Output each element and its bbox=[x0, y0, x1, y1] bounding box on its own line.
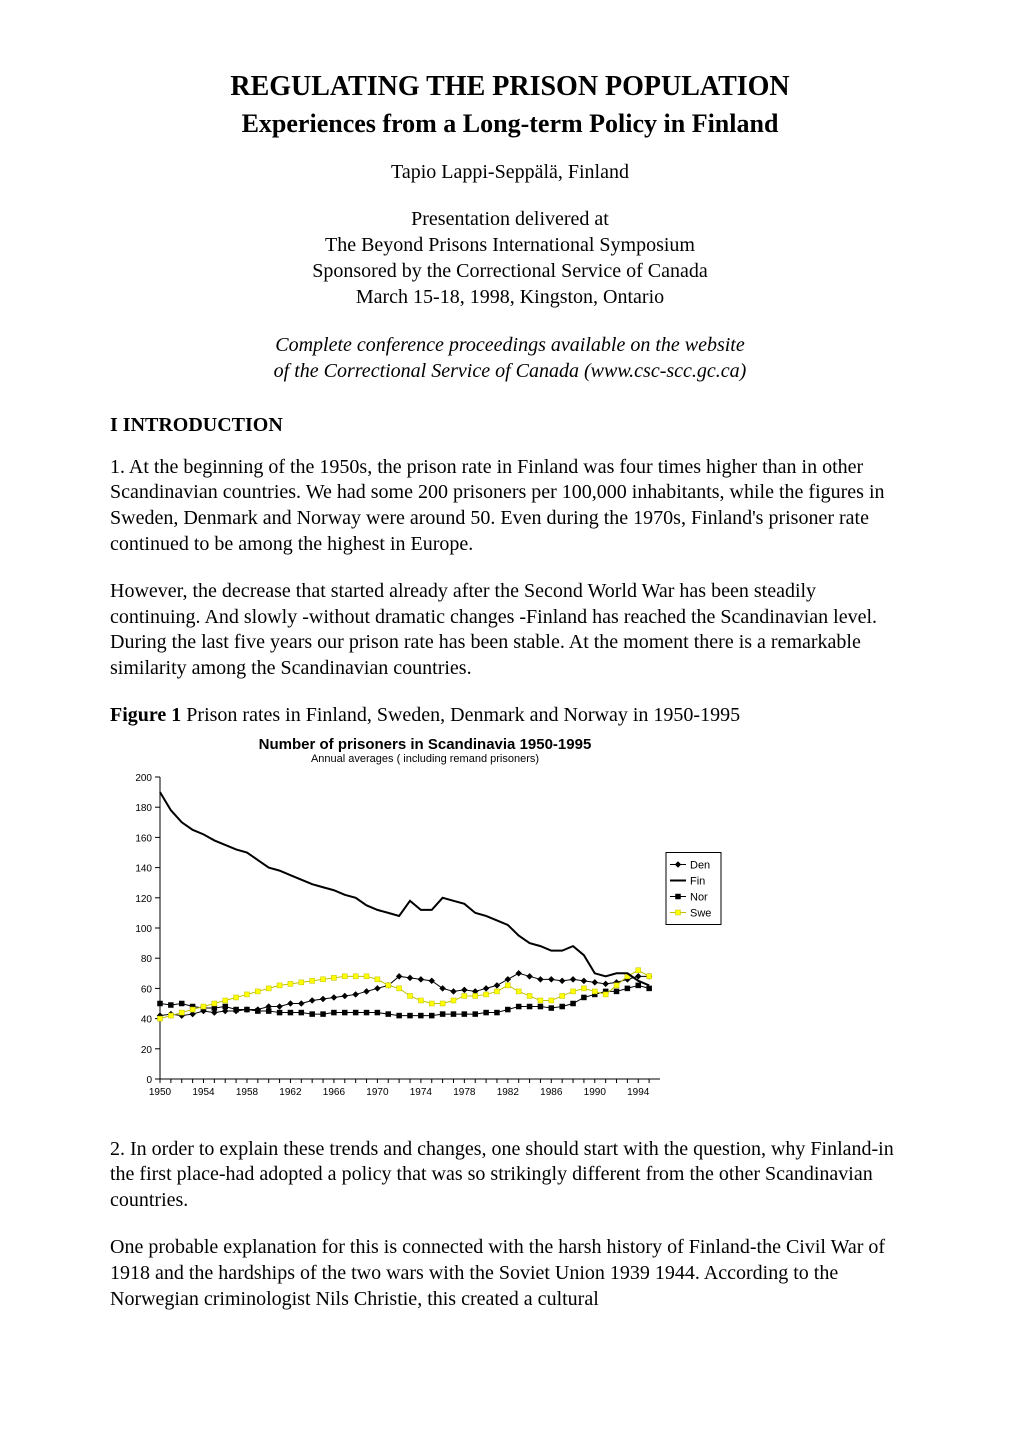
svg-text:0: 0 bbox=[146, 1075, 152, 1086]
svg-text:1974: 1974 bbox=[410, 1087, 433, 1098]
author-line: Tapio Lappi-Seppälä, Finland bbox=[110, 161, 910, 184]
svg-text:1978: 1978 bbox=[453, 1087, 476, 1098]
svg-text:1986: 1986 bbox=[540, 1087, 563, 1098]
svg-text:1954: 1954 bbox=[192, 1087, 215, 1098]
chart-svg: 0 20 40 60 80 100 120 140 160 180 200 1950 1954 1958 1… bbox=[110, 769, 740, 1109]
chart-subtitle: Annual averages ( including remand priso… bbox=[110, 753, 740, 765]
paragraph-2: However, the decrease that started alrea… bbox=[110, 579, 910, 681]
paragraph-1: 1. At the beginning of the 1950s, the pr… bbox=[110, 455, 910, 557]
svg-text:1958: 1958 bbox=[236, 1087, 259, 1098]
pres-line-2: The Beyond Prisons International Symposi… bbox=[110, 232, 910, 258]
svg-text:100: 100 bbox=[135, 924, 152, 935]
svg-text:180: 180 bbox=[135, 803, 152, 814]
svg-text:Fin: Fin bbox=[690, 876, 705, 888]
svg-text:60: 60 bbox=[141, 984, 153, 995]
svg-text:Swe: Swe bbox=[690, 908, 711, 920]
svg-text:80: 80 bbox=[141, 954, 153, 965]
chart-container: Number of prisoners in Scandinavia 1950-… bbox=[110, 737, 740, 1117]
svg-text:1950: 1950 bbox=[149, 1087, 172, 1098]
svg-text:Den: Den bbox=[690, 860, 710, 872]
italic-line-2: of the Correctional Service of Canada (w… bbox=[110, 358, 910, 384]
svg-text:20: 20 bbox=[141, 1045, 153, 1056]
svg-text:1962: 1962 bbox=[279, 1087, 302, 1098]
title-main: REGULATING THE PRISON POPULATION bbox=[110, 70, 910, 104]
section-heading: I INTRODUCTION bbox=[110, 414, 910, 437]
svg-text:Nor: Nor bbox=[690, 892, 708, 904]
chart-title: Number of prisoners in Scandinavia 1950-… bbox=[110, 737, 740, 754]
svg-text:200: 200 bbox=[135, 773, 152, 784]
svg-text:1990: 1990 bbox=[584, 1087, 607, 1098]
presentation-block: Presentation delivered at The Beyond Pri… bbox=[110, 206, 910, 310]
title-sub: Experiences from a Long-term Policy in F… bbox=[110, 108, 910, 139]
paragraph-3: 2. In order to explain these trends and … bbox=[110, 1137, 910, 1214]
svg-text:40: 40 bbox=[141, 1015, 153, 1026]
pres-line-4: March 15-18, 1998, Kingston, Ontario bbox=[110, 284, 910, 310]
svg-text:160: 160 bbox=[135, 833, 152, 844]
svg-text:140: 140 bbox=[135, 864, 152, 875]
page: REGULATING THE PRISON POPULATION Experie… bbox=[0, 0, 1020, 1374]
paragraph-4: One probable explanation for this is con… bbox=[110, 1235, 910, 1312]
svg-text:1970: 1970 bbox=[366, 1087, 389, 1098]
svg-text:120: 120 bbox=[135, 894, 152, 905]
figure-caption: Figure 1 Prison rates in Finland, Sweden… bbox=[110, 704, 910, 727]
proceedings-note: Complete conference proceedings availabl… bbox=[110, 332, 910, 384]
svg-text:1966: 1966 bbox=[323, 1087, 346, 1098]
pres-line-1: Presentation delivered at bbox=[110, 206, 910, 232]
italic-line-1: Complete conference proceedings availabl… bbox=[110, 332, 910, 358]
svg-text:1982: 1982 bbox=[497, 1087, 520, 1098]
figure-caption-text: Prison rates in Finland, Sweden, Denmark… bbox=[181, 704, 740, 726]
pres-line-3: Sponsored by the Correctional Service of… bbox=[110, 258, 910, 284]
svg-text:1994: 1994 bbox=[627, 1087, 650, 1098]
figure-caption-label: Figure 1 bbox=[110, 704, 181, 726]
